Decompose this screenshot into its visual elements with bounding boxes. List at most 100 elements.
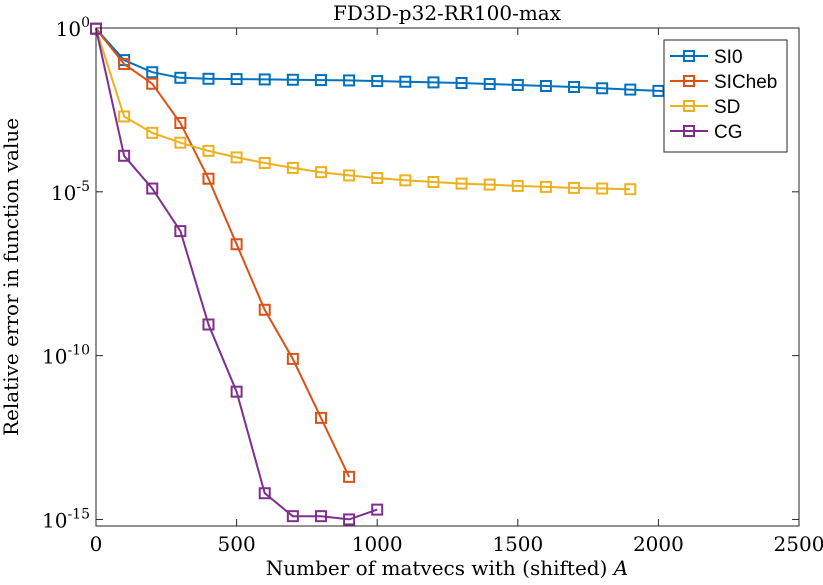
data-point — [202, 318, 215, 331]
y-axis-label: Relative error in function value — [0, 118, 23, 436]
data-point — [371, 172, 384, 185]
x-tick-label: 1000 — [352, 532, 403, 556]
data-point — [483, 178, 496, 191]
data-point — [146, 126, 159, 139]
data-point — [343, 470, 356, 483]
data-point — [174, 136, 187, 149]
data-point — [399, 75, 412, 88]
data-point — [286, 352, 299, 365]
x-axis-label: Number of matvecs with (shifted) A — [266, 556, 628, 580]
legend-label: CG — [714, 122, 743, 143]
y-tick-label-base: 10 — [56, 17, 81, 41]
legend-entry-sd: SD — [670, 97, 740, 118]
series-sicheb — [90, 22, 356, 483]
legend-label: SICheb — [714, 72, 777, 93]
data-point — [258, 156, 271, 169]
data-point — [427, 76, 440, 89]
data-point — [258, 303, 271, 316]
data-point — [343, 169, 356, 182]
series-line-cg — [95, 28, 378, 521]
axes-box — [95, 27, 800, 527]
y-tick-label: 100 — [56, 15, 90, 41]
legend-entry-cg: CG — [670, 122, 743, 143]
series-layer — [90, 22, 693, 526]
data-point — [230, 385, 243, 398]
data-point — [596, 82, 609, 95]
y-tick-label-exponent: 0 — [81, 15, 90, 31]
x-tick-label: 0 — [90, 532, 103, 556]
data-point — [455, 77, 468, 90]
legend-marker — [683, 75, 695, 87]
data-point — [596, 182, 609, 195]
data-point — [258, 487, 271, 500]
legend-marker — [683, 100, 695, 112]
x-tick-label: 2000 — [633, 532, 684, 556]
data-point — [286, 510, 299, 523]
data-point — [174, 225, 187, 238]
data-point — [146, 182, 159, 195]
data-point — [230, 238, 243, 251]
y-tick-label: 10-15 — [42, 506, 90, 532]
data-point — [314, 74, 327, 87]
data-point — [146, 66, 159, 79]
series-line-si0 — [95, 28, 687, 94]
data-point — [371, 75, 384, 88]
data-point — [174, 117, 187, 130]
data-point — [624, 83, 637, 96]
legend-marker — [683, 50, 695, 62]
x-axis-ticks: 0 500 1000 1500 2000 2500 — [90, 28, 823, 556]
y-tick-label-base: 10 — [42, 345, 67, 369]
data-point — [539, 79, 552, 92]
legend-marker — [683, 125, 695, 137]
legend-entry-sicheb: SICheb — [670, 72, 777, 93]
legend: SI0 SICheb SD CG — [663, 39, 788, 153]
data-point — [568, 181, 581, 194]
data-point — [343, 74, 356, 87]
data-point — [511, 179, 524, 192]
data-point — [399, 174, 412, 187]
data-point — [427, 175, 440, 188]
y-tick-label: 10-10 — [42, 343, 90, 369]
data-point — [202, 72, 215, 85]
data-point — [286, 73, 299, 86]
data-point — [371, 503, 384, 516]
y-tick-label-exponent: -5 — [76, 179, 90, 195]
data-point — [511, 79, 524, 92]
data-point — [624, 183, 637, 196]
legend-label: SI0 — [714, 47, 743, 68]
series-cg — [90, 22, 384, 526]
data-point — [483, 78, 496, 91]
data-point — [314, 411, 327, 424]
legend-label: SD — [714, 97, 740, 118]
data-point — [202, 144, 215, 157]
series-sd — [90, 22, 637, 196]
data-point — [652, 84, 665, 97]
y-tick-label-base: 10 — [42, 508, 67, 532]
data-point — [230, 73, 243, 86]
data-point — [343, 513, 356, 526]
data-point — [258, 73, 271, 86]
data-point — [455, 177, 468, 190]
data-point — [118, 149, 131, 162]
y-tick-label: 10-5 — [51, 179, 90, 205]
data-point — [118, 58, 131, 71]
x-axis-label-text: Number of matvecs with (shifted) — [266, 556, 614, 580]
data-point — [202, 172, 215, 185]
data-point — [146, 77, 159, 90]
chart-title: FD3D-p32-RR100-max — [333, 1, 562, 25]
data-point — [286, 161, 299, 174]
y-tick-label-exponent: -15 — [67, 506, 90, 522]
x-axis-label-variable: A — [612, 556, 628, 580]
x-tick-label: 2500 — [774, 532, 823, 556]
data-point — [230, 151, 243, 164]
data-point — [314, 510, 327, 523]
data-point — [314, 166, 327, 179]
legend-entry-si0: SI0 — [670, 47, 743, 68]
x-tick-label: 500 — [218, 532, 256, 556]
x-tick-label: 1500 — [492, 532, 543, 556]
series-line-sicheb — [95, 28, 351, 478]
y-tick-label-exponent: -10 — [67, 343, 90, 359]
data-point — [118, 110, 131, 123]
